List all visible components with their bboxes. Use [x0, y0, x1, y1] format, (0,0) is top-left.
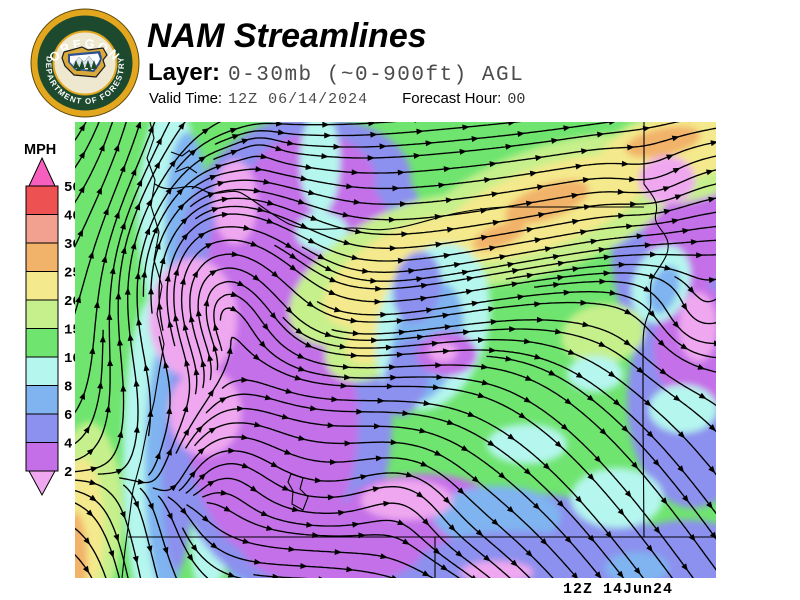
forecast-hour-value: 00	[507, 91, 526, 108]
oregon-state-emblem	[61, 46, 108, 78]
svg-text:2: 2	[64, 465, 72, 481]
odf-logo: OREGON DEPARTMENT OF FORESTRY	[30, 8, 140, 118]
layer-row: Layer: 0-30mb (~0-900ft) AGL	[148, 59, 524, 87]
forecast-hour-label: Forecast Hour:	[402, 90, 502, 107]
valid-time-row: Valid Time: 12Z 06/14/2024 Forecast Hour: 0…	[149, 90, 525, 108]
page-title: NAM Streamlines	[147, 17, 427, 55]
idaho-border-snake-river	[642, 122, 669, 538]
puget-river-squiggle	[170, 149, 198, 174]
colorbar-scale	[25, 156, 59, 497]
svg-text:8: 8	[64, 380, 72, 396]
layer-label: Layer:	[148, 59, 221, 86]
model-run-timestamp: 12Z 14Jun24	[563, 581, 674, 598]
streamline-map	[75, 122, 716, 578]
streamline-arrowheads	[75, 122, 716, 578]
layer-value: 0-30mb (~0-900ft) AGL	[228, 64, 525, 87]
svg-text:6: 6	[64, 408, 72, 424]
valid-time-label: Valid Time:	[149, 90, 223, 107]
colorbar-units-label: MPH	[24, 142, 56, 158]
valid-time-value: 12Z 06/14/2024	[228, 91, 369, 108]
svg-text:4: 4	[64, 437, 72, 453]
klamath-lake-outline	[287, 473, 309, 511]
